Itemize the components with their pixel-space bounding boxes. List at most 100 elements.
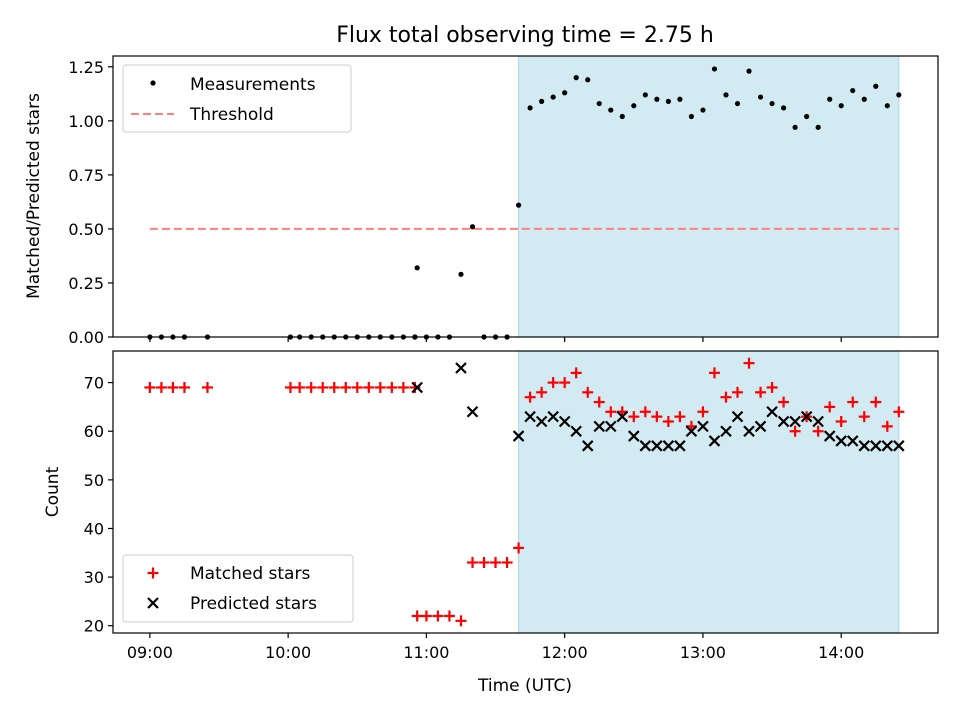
data-point: [582, 386, 594, 398]
data-point: [873, 83, 879, 89]
data-point: [723, 92, 729, 98]
data-point: [896, 92, 902, 98]
legend-box: [122, 554, 354, 623]
data-point: [535, 415, 548, 428]
observing-window-shade: [518, 55, 900, 338]
data-point: [731, 410, 744, 423]
data-point: [524, 391, 536, 403]
y-tick-label: 60: [84, 422, 104, 441]
data-point: [547, 377, 559, 389]
y-tick-label: 20: [84, 617, 104, 636]
legend-label-threshold: Threshold: [189, 105, 274, 125]
data-point: [581, 440, 594, 452]
y-tick-label: 0.75: [68, 166, 104, 185]
data-point: [619, 113, 625, 120]
data-point: [651, 411, 663, 423]
data-point: [570, 367, 582, 379]
data-point: [700, 107, 706, 113]
data-point: [870, 396, 882, 408]
data-point: [512, 430, 525, 442]
data-point: [777, 415, 790, 428]
data-point: [858, 411, 870, 423]
data-point: [893, 440, 905, 452]
y-tick-label: 1.25: [68, 58, 104, 77]
data-point: [596, 100, 602, 107]
data-point: [513, 542, 525, 554]
data-point: [547, 410, 559, 423]
x-tick-label: 14:00: [818, 643, 864, 662]
x-axis-label: Time (UTC): [477, 676, 572, 696]
data-point: [201, 381, 213, 393]
data-point: [414, 265, 420, 271]
data-point: [363, 381, 375, 393]
data-point: [374, 381, 386, 393]
legend-swatch-matched: [147, 567, 159, 579]
y-tick-label: 40: [84, 519, 104, 538]
data-point: [455, 362, 467, 374]
data-point: [458, 271, 464, 277]
data-point: [466, 405, 479, 418]
data-point: [662, 440, 675, 452]
data-point: [870, 440, 882, 452]
data-point: [746, 68, 752, 74]
data-point: [835, 435, 847, 447]
observing-window-shade: [518, 350, 900, 634]
data-point: [654, 96, 660, 102]
data-point: [824, 401, 836, 413]
data-point: [662, 416, 674, 427]
data-point: [812, 425, 824, 437]
data-point: [732, 386, 744, 398]
data-point: [593, 396, 605, 408]
data-point: [562, 90, 568, 96]
data-point: [585, 77, 591, 83]
data-point: [677, 96, 683, 102]
data-point: [827, 96, 833, 102]
data-point: [838, 103, 844, 109]
data-point: [628, 411, 640, 423]
legend-swatch-measurements: [150, 80, 156, 86]
data-point: [884, 103, 890, 109]
data-point: [593, 420, 606, 433]
data-point: [536, 386, 548, 398]
data-point: [455, 615, 467, 627]
data-point: [604, 420, 617, 433]
bottom-y-axis-label: Count: [43, 466, 63, 517]
data-point: [411, 381, 423, 394]
legend-label-predicted: Predicted stars: [190, 594, 317, 614]
data-point: [570, 425, 582, 438]
data-point: [573, 75, 579, 81]
data-point: [778, 396, 790, 408]
bottom-panel: 20 30 40 50 60 70 09:00 10:00 11:00 12:00 13:00 14:…: [84, 350, 939, 662]
y-tick-label: 1.00: [68, 112, 104, 131]
data-point: [674, 411, 686, 423]
series-predicted-stars: [411, 362, 905, 452]
data-point: [674, 440, 686, 452]
data-point: [711, 66, 718, 72]
legend-label-measurements: Measurements: [190, 75, 316, 95]
data-point: [720, 391, 732, 403]
data-point: [720, 425, 732, 438]
data-point: [608, 107, 614, 113]
data-point: [743, 357, 755, 369]
data-point: [835, 416, 847, 427]
x-tick-label: 10:00: [265, 643, 311, 662]
legend: Measurements Threshold: [122, 64, 352, 133]
legend-label-matched: Matched stars: [190, 564, 310, 584]
data-point: [755, 386, 767, 398]
data-point: [850, 87, 856, 94]
data-point: [515, 202, 522, 208]
top-panel: 0.00 0.25 0.50 0.75 1.00 1.25 Measurements Thre…: [68, 55, 939, 347]
data-point: [846, 435, 859, 447]
data-point: [789, 415, 801, 428]
data-point: [305, 381, 317, 393]
data-point: [642, 92, 648, 98]
data-point: [708, 367, 720, 379]
data-point: [432, 610, 444, 622]
axes-frame: [112, 55, 939, 338]
data-point: [616, 410, 629, 423]
data-point: [881, 440, 894, 452]
data-point: [317, 381, 329, 393]
data-point: [524, 410, 536, 423]
x-tick-label: 11:00: [403, 643, 449, 662]
data-point: [294, 381, 306, 393]
